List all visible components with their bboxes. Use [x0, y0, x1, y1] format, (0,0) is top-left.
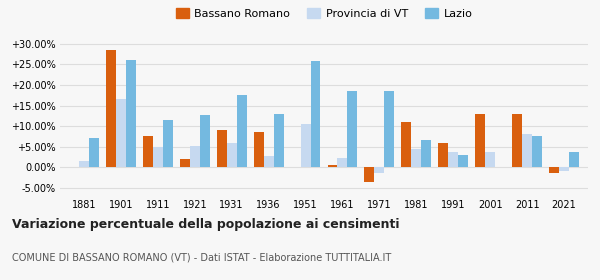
Bar — [163, 120, 173, 167]
Bar — [190, 146, 200, 167]
Bar — [412, 149, 421, 167]
Bar — [475, 114, 485, 167]
Bar — [485, 151, 495, 167]
Bar — [328, 165, 337, 167]
Bar — [126, 60, 136, 167]
Bar — [254, 132, 263, 167]
Bar — [274, 114, 284, 167]
Bar — [116, 99, 126, 167]
Bar — [236, 95, 247, 167]
Bar — [311, 61, 320, 167]
Bar — [374, 167, 385, 173]
Text: Variazione percentuale della popolazione ai censimenti: Variazione percentuale della popolazione… — [12, 218, 400, 231]
Bar — [559, 167, 569, 171]
Bar — [448, 151, 458, 167]
Bar — [217, 130, 227, 167]
Bar — [458, 155, 468, 167]
Legend: Bassano Romano, Provincia di VT, Lazio: Bassano Romano, Provincia di VT, Lazio — [171, 3, 477, 23]
Bar — [522, 134, 532, 167]
Bar — [79, 161, 89, 167]
Bar — [89, 138, 99, 167]
Bar — [180, 159, 190, 167]
Bar — [401, 122, 412, 167]
Bar — [227, 143, 236, 167]
Bar — [364, 167, 374, 182]
Bar — [337, 158, 347, 167]
Bar — [200, 115, 210, 167]
Bar — [347, 91, 358, 167]
Bar — [421, 141, 431, 167]
Bar — [143, 136, 153, 167]
Bar — [438, 143, 448, 167]
Bar — [263, 156, 274, 167]
Bar — [512, 114, 522, 167]
Bar — [153, 148, 163, 167]
Bar — [106, 50, 116, 167]
Bar — [385, 91, 394, 167]
Bar — [549, 167, 559, 173]
Text: COMUNE DI BASSANO ROMANO (VT) - Dati ISTAT - Elaborazione TUTTITALIA.IT: COMUNE DI BASSANO ROMANO (VT) - Dati IST… — [12, 252, 391, 262]
Bar — [569, 151, 579, 167]
Bar — [532, 136, 542, 167]
Bar — [301, 124, 311, 167]
